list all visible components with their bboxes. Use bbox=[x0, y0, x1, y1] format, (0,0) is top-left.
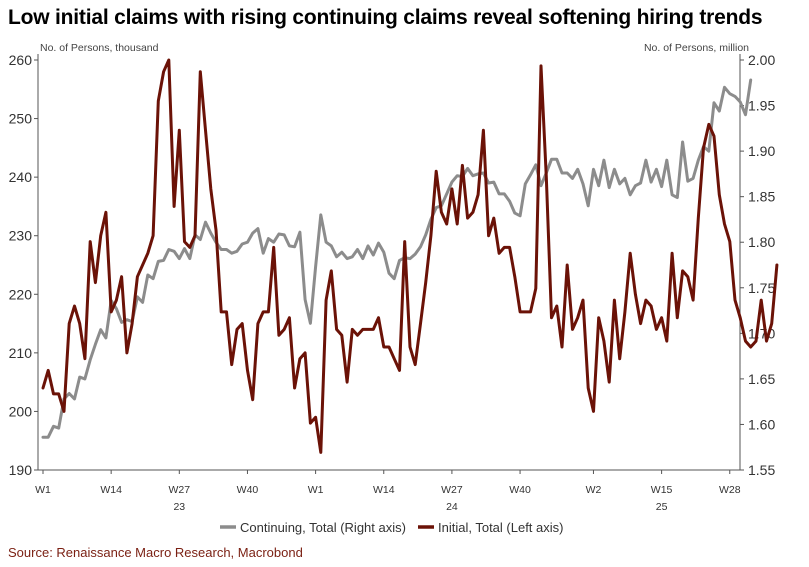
right-tick-label: 1.55 bbox=[748, 462, 775, 478]
x-tick-label: W27 bbox=[169, 484, 191, 496]
left-tick-label: 240 bbox=[9, 169, 33, 185]
right-tick-label: 1.85 bbox=[748, 189, 775, 205]
x-year-label: 25 bbox=[656, 501, 668, 513]
right-tick-label: 1.95 bbox=[748, 98, 775, 114]
right-axis-unit-label: No. of Persons, million bbox=[643, 42, 749, 54]
x-tick-label: W1 bbox=[35, 484, 51, 496]
right-tick-label: 1.80 bbox=[748, 234, 775, 250]
x-tick-label: W27 bbox=[441, 484, 463, 496]
x-tick-label: W28 bbox=[719, 484, 741, 496]
right-tick-label: 1.90 bbox=[748, 143, 775, 159]
left-tick-label: 230 bbox=[9, 228, 33, 244]
x-tick-label: W15 bbox=[651, 484, 673, 496]
x-year-label: 23 bbox=[173, 501, 185, 513]
left-tick-label: 250 bbox=[9, 111, 33, 127]
right-tick-label: 1.60 bbox=[748, 416, 775, 432]
left-tick-label: 260 bbox=[9, 52, 33, 68]
x-tick-label: W40 bbox=[509, 484, 531, 496]
chart-title: Low initial claims with rising continuin… bbox=[8, 6, 763, 29]
left-tick-label: 220 bbox=[9, 286, 33, 302]
left-tick-label: 210 bbox=[9, 345, 33, 361]
left-tick-label: 200 bbox=[9, 403, 33, 419]
x-tick-label: W40 bbox=[237, 484, 259, 496]
series-line-initial bbox=[41, 58, 779, 454]
x-tick-label: W14 bbox=[373, 484, 395, 496]
legend-label: Initial, Total (Left axis) bbox=[438, 520, 563, 535]
left-axis-unit-label: No. of Persons, thousand bbox=[40, 42, 159, 54]
series-line-continuing bbox=[41, 78, 753, 439]
x-tick-label: W1 bbox=[308, 484, 324, 496]
x-tick-label: W2 bbox=[586, 484, 602, 496]
right-tick-label: 2.00 bbox=[748, 52, 775, 68]
source-note: Source: Renaissance Macro Research, Macr… bbox=[8, 545, 303, 560]
x-year-label: 24 bbox=[446, 501, 458, 513]
right-tick-label: 1.65 bbox=[748, 371, 775, 387]
left-tick-label: 190 bbox=[9, 462, 33, 478]
x-tick-label: W14 bbox=[100, 484, 122, 496]
right-tick-label: 1.75 bbox=[748, 280, 775, 296]
legend-label: Continuing, Total (Right axis) bbox=[240, 520, 406, 535]
